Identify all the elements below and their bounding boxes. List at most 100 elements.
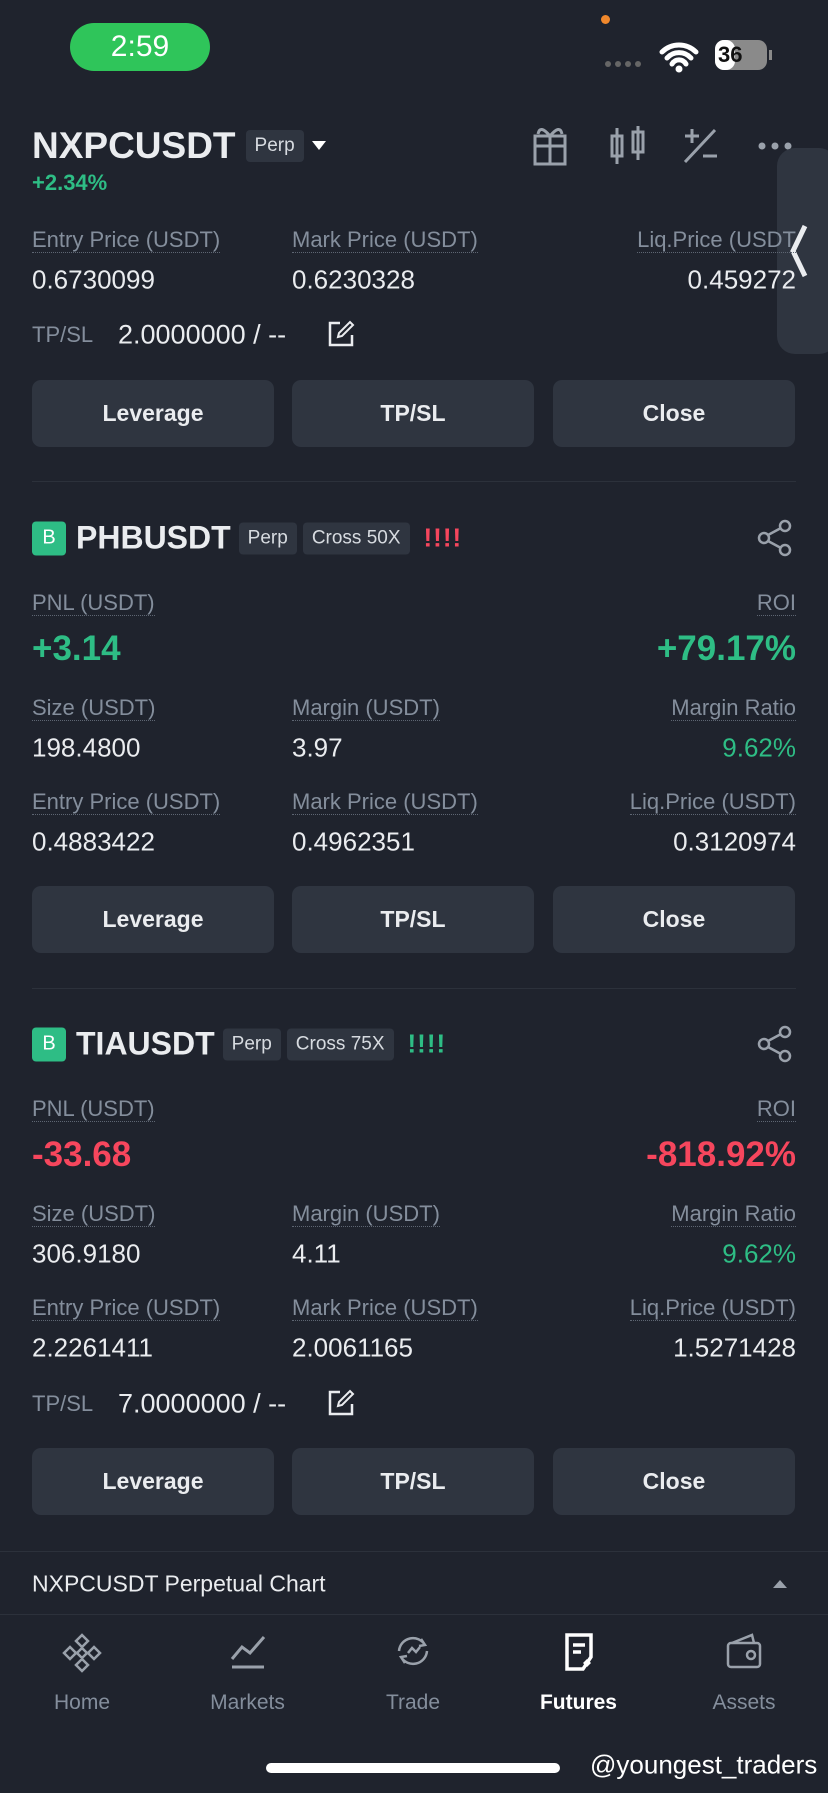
field-label: Liq.Price (USDT [637,227,796,253]
pnl-value: -33.68 [32,1135,131,1175]
time: 2:59 [111,30,169,64]
field-label-text[interactable]: Size (USDT) [32,1201,155,1227]
roi-label: ROI [757,1096,796,1122]
field-label: Margin Ratio [671,695,796,721]
field-label-text[interactable]: Entry Price (USDT) [32,1295,220,1321]
roi-label: ROI [757,590,796,616]
field-label-text[interactable]: Margin Ratio [671,695,796,721]
badge: Cross 50X [303,522,410,554]
divider [32,481,796,482]
field-label: Liq.Price (USDT) [630,789,796,815]
roi-label-text[interactable]: ROI [757,1096,796,1122]
nav-icon[interactable] [62,1631,102,1673]
action-button[interactable]: Leverage [32,886,274,953]
field-value: 0.6230328 [292,265,415,296]
field-value: 0.4883422 [32,827,155,858]
share-icon[interactable] [755,1024,795,1064]
pnl-label: PNL (USDT) [32,1096,155,1122]
side-badge: B [32,521,66,555]
badge: Cross 75X [287,1028,394,1060]
field-value: 3.97 [292,733,343,764]
nav-label[interactable]: Home [2,1691,162,1715]
symbol[interactable]: TIAUSDT [76,1026,215,1063]
side-badge: B [32,1027,66,1061]
status-icons [600,36,800,76]
action-button[interactable]: TP/SL [292,886,534,953]
dropdown-caret[interactable] [304,136,334,156]
action-button[interactable]: Leverage [32,1448,274,1515]
field-label: Size (USDT) [32,695,155,721]
badge: Perp [239,522,297,554]
nav-label[interactable]: Assets [664,1691,824,1715]
badge: Perp [223,1028,281,1060]
field-value: 2.0061165 [292,1333,413,1364]
battery-level: 36 [718,42,742,68]
field-label-text[interactable]: Entry Price (USDT) [32,789,220,815]
nav-icon[interactable] [228,1631,268,1673]
share-icon[interactable] [755,518,795,558]
tpsl-value: 7.0000000 / -- [118,1389,286,1420]
nav-label[interactable]: Trade [333,1691,493,1715]
action-button[interactable]: TP/SL [292,1448,534,1515]
tpsl-label: TP/SL [32,1391,93,1417]
field-value: 1.5271428 [673,1333,796,1364]
position-title-row: B PHBUSDT Perp Cross 50X!!!! [32,520,462,557]
perp-badge: Perp [246,130,304,162]
edit-icon[interactable] [326,319,356,349]
pnl-label-text[interactable]: PNL (USDT) [32,590,155,616]
position-title-row: B TIAUSDT Perp Cross 75X!!!! [32,1026,446,1063]
pnl-label-text[interactable]: PNL (USDT) [32,1096,155,1122]
field-label-text[interactable]: Mark Price (USDT) [292,227,478,253]
field-label: Margin (USDT) [292,695,440,721]
status-dot [601,15,610,24]
field-value: 0.3120974 [673,827,796,858]
roi-value: -818.92% [646,1135,796,1175]
field-label-text[interactable]: Liq.Price (USDT) [630,789,796,815]
field-label-text[interactable]: Margin (USDT) [292,695,440,721]
action-button[interactable]: Close [553,380,795,447]
field-label: Mark Price (USDT) [292,1295,478,1321]
risk-indicator: !!!! [424,523,463,554]
symbol[interactable]: PHBUSDT [76,520,231,557]
field-label-text[interactable]: Liq.Price (USDT [637,227,796,253]
risk-indicator: !!!! [408,1029,447,1060]
nav-label[interactable]: Markets [168,1691,328,1715]
roi-value: +79.17% [657,629,796,669]
symbol[interactable]: NXPCUSDT [32,125,236,167]
field-label: Entry Price (USDT) [32,789,220,815]
field-label: Margin Ratio [671,1201,796,1227]
field-value: 0.459272 [688,265,796,296]
field-label-text[interactable]: Mark Price (USDT) [292,1295,478,1321]
divider [32,988,796,989]
field-label-text[interactable]: Mark Price (USDT) [292,789,478,815]
field-value: 2.2261411 [32,1333,153,1364]
home-indicator [266,1763,560,1773]
field-label-text[interactable]: Margin (USDT) [292,1201,440,1227]
field-label-text[interactable]: Margin Ratio [671,1201,796,1227]
action-button[interactable]: Close [553,886,795,953]
nav-icon[interactable] [393,1631,433,1673]
field-label-text[interactable]: Liq.Price (USDT) [630,1295,796,1321]
field-value: 0.6730099 [32,265,155,296]
nav-label[interactable]: Futures [499,1691,659,1715]
pnl-value: +3.14 [32,629,121,669]
edit-icon[interactable] [326,1388,356,1418]
field-value: 9.62% [722,1239,796,1270]
field-value: 306.9180 [32,1239,140,1270]
chart-bar[interactable]: NXPCUSDT Perpetual Chart [0,1551,828,1615]
nav-icon[interactable] [559,1631,599,1673]
field-label-text[interactable]: Size (USDT) [32,695,155,721]
roi-label-text[interactable]: ROI [757,590,796,616]
action-button[interactable]: TP/SL [292,380,534,447]
field-label: Size (USDT) [32,1201,155,1227]
action-button[interactable]: Close [553,1448,795,1515]
field-label: Mark Price (USDT) [292,227,478,253]
chart-bar-arrow[interactable] [770,1574,790,1594]
field-label-text[interactable]: Entry Price (USDT) [32,227,220,253]
field-label: Margin (USDT) [292,1201,440,1227]
action-button[interactable]: Leverage [32,380,274,447]
tpsl-value: 2.0000000 / -- [118,320,286,351]
nav-icon[interactable] [724,1631,764,1673]
chart-bar-label: NXPCUSDT Perpetual Chart [32,1571,326,1598]
